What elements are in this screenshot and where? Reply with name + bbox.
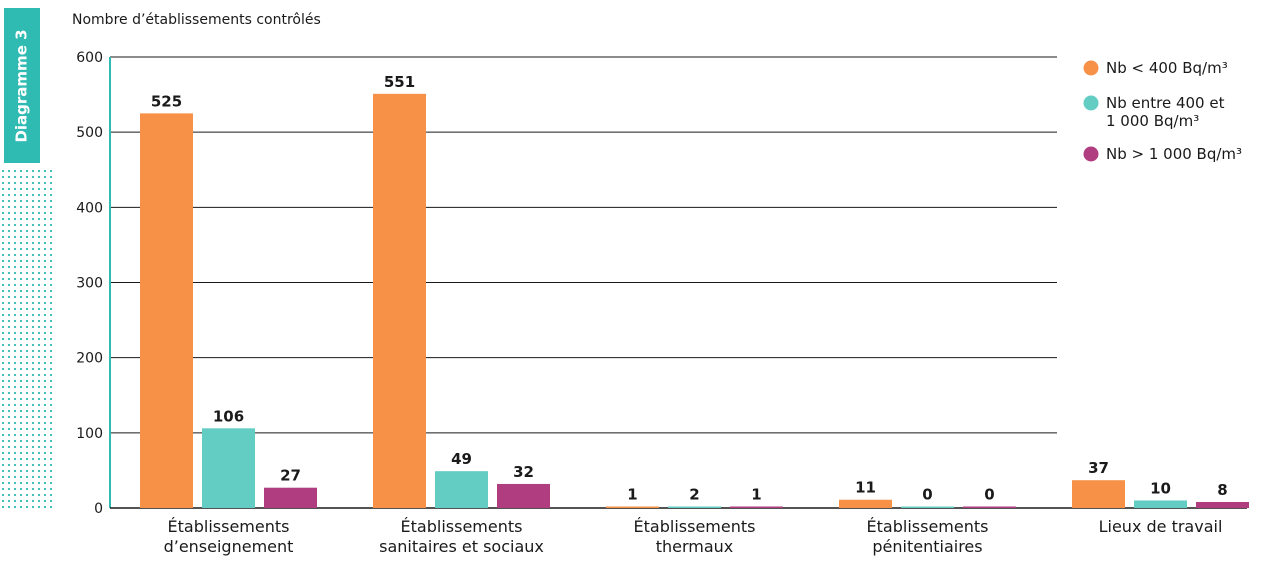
bar (730, 506, 783, 508)
data-label: 525 (151, 92, 182, 110)
data-label: 8 (1217, 481, 1227, 499)
bar (140, 113, 193, 508)
x-category-label-line: Établissements (867, 517, 989, 536)
legend-marker (1083, 95, 1099, 111)
bar (839, 499, 892, 508)
y-tick-label: 500 (76, 125, 103, 141)
bar (373, 93, 426, 508)
bar (1134, 500, 1187, 508)
data-label: 37 (1088, 459, 1109, 477)
x-category-label-line: pénitentiaires (872, 537, 982, 556)
diagram-number-label: Diagramme 3 (4, 8, 40, 163)
bar (963, 506, 1016, 508)
data-label: 27 (280, 467, 301, 485)
x-category-label-line: Lieux de travail (1099, 517, 1223, 536)
x-category-label: Lieux de travail (1099, 517, 1223, 536)
bar (606, 506, 659, 508)
data-label: 49 (451, 450, 472, 468)
data-label: 2 (689, 485, 699, 503)
bar (202, 428, 255, 508)
legend-label: Nb entre 400 et 1 000 Bq/m³ (1106, 94, 1225, 130)
data-label: 0 (922, 486, 932, 504)
data-label: 1 (627, 486, 637, 504)
y-tick-label: 400 (76, 200, 103, 216)
data-label: 11 (855, 479, 876, 497)
x-category-label: Établissements sanitaires et sociaux (379, 517, 544, 556)
data-label: 106 (213, 407, 244, 425)
y-tick-label: 200 (76, 351, 103, 367)
data-label: 32 (513, 463, 534, 481)
bar (497, 483, 550, 508)
legend-label-line: Nb > 1 000 Bq/m³ (1106, 145, 1242, 163)
bar (435, 471, 488, 508)
data-label: 551 (384, 73, 415, 91)
x-category-label-line: sanitaires et sociaux (379, 537, 544, 556)
data-label: 10 (1150, 479, 1171, 497)
legend-marker (1083, 146, 1099, 162)
x-category-label-line: thermaux (656, 537, 734, 556)
bar (264, 487, 317, 508)
x-category-label-line: Établissements (634, 517, 756, 536)
x-category-label: Établissements thermaux (634, 517, 756, 556)
legend-label-line: 1 000 Bq/m³ (1106, 112, 1199, 130)
x-category-label: Établissements pénitentiaires (867, 517, 989, 556)
legend-marker (1083, 60, 1099, 76)
bar (1196, 501, 1249, 508)
y-axis-title: Nombre d’établissements contrôlés (72, 12, 321, 28)
bar (668, 506, 721, 508)
x-category-label-line: d’enseignement (164, 537, 294, 556)
x-category-label-line: Établissements (401, 517, 523, 536)
y-tick-label: 0 (94, 501, 103, 517)
y-tick-label: 300 (76, 276, 103, 292)
side-tab: Diagramme 3 (0, 0, 52, 170)
legend-label: Nb > 1 000 Bq/m³ (1106, 145, 1242, 163)
bar (901, 506, 954, 508)
legend-label-line: Nb entre 400 et (1106, 94, 1225, 112)
y-tick-label: 100 (76, 426, 103, 442)
x-category-label-line: Établissements (168, 517, 290, 536)
y-tick-label: 600 (76, 50, 103, 66)
bar (1072, 480, 1125, 508)
x-category-label: Établissements d’enseignement (164, 517, 294, 556)
legend-label-line: Nb < 400 Bq/m³ (1106, 59, 1228, 77)
data-label: 1 (751, 486, 761, 504)
legend-label: Nb < 400 Bq/m³ (1106, 59, 1228, 77)
data-label: 0 (984, 486, 994, 504)
